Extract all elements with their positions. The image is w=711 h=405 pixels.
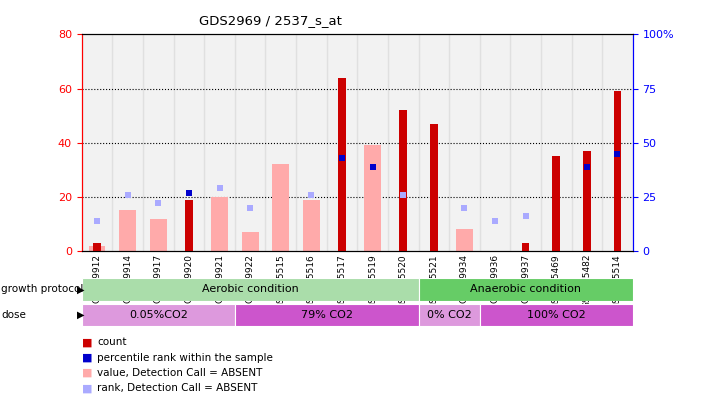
Bar — [541, 34, 572, 251]
Bar — [93, 243, 101, 251]
Bar — [338, 78, 346, 251]
Text: percentile rank within the sample: percentile rank within the sample — [97, 353, 273, 362]
Bar — [419, 304, 480, 326]
Bar — [480, 304, 633, 326]
Text: dose: dose — [1, 310, 26, 320]
Bar — [602, 34, 633, 251]
Text: ■: ■ — [82, 384, 92, 393]
Bar — [583, 151, 591, 251]
Bar — [456, 229, 473, 251]
Bar — [572, 34, 602, 251]
Text: ■: ■ — [82, 337, 92, 347]
Bar — [173, 34, 204, 251]
Bar — [235, 34, 265, 251]
Bar — [150, 219, 166, 251]
Bar — [430, 124, 438, 251]
Text: 0.05%CO2: 0.05%CO2 — [129, 310, 188, 320]
Text: 79% CO2: 79% CO2 — [301, 310, 353, 320]
Bar — [185, 200, 193, 251]
Text: Anaerobic condition: Anaerobic condition — [470, 284, 581, 294]
Bar — [112, 34, 143, 251]
Bar — [357, 34, 388, 251]
Text: ▶: ▶ — [77, 310, 85, 320]
Text: 100% CO2: 100% CO2 — [527, 310, 586, 320]
Bar — [480, 34, 510, 251]
Bar — [419, 34, 449, 251]
Bar — [522, 243, 530, 251]
Bar — [552, 156, 560, 251]
Bar — [265, 34, 296, 251]
Bar — [119, 211, 136, 251]
Text: ▶: ▶ — [77, 284, 85, 294]
Bar — [211, 197, 228, 251]
Bar — [419, 278, 633, 301]
Text: value, Detection Call = ABSENT: value, Detection Call = ABSENT — [97, 368, 263, 378]
Bar — [296, 34, 326, 251]
Bar — [449, 34, 480, 251]
Bar — [303, 200, 320, 251]
Bar — [400, 110, 407, 251]
Text: GDS2969 / 2537_s_at: GDS2969 / 2537_s_at — [199, 14, 341, 27]
Bar — [326, 34, 357, 251]
Bar — [388, 34, 419, 251]
Bar — [82, 34, 112, 251]
Text: ■: ■ — [82, 368, 92, 378]
Bar — [82, 278, 419, 301]
Bar — [510, 34, 541, 251]
Text: ■: ■ — [82, 353, 92, 362]
Bar — [614, 91, 621, 251]
Text: rank, Detection Call = ABSENT: rank, Detection Call = ABSENT — [97, 384, 258, 393]
Bar — [242, 232, 259, 251]
Text: growth protocol: growth protocol — [1, 284, 84, 294]
Text: count: count — [97, 337, 127, 347]
Bar — [364, 145, 381, 251]
Bar — [89, 246, 105, 251]
Text: Aerobic condition: Aerobic condition — [202, 284, 299, 294]
Bar — [143, 34, 173, 251]
Text: 0% CO2: 0% CO2 — [427, 310, 471, 320]
Bar — [235, 304, 419, 326]
Bar — [204, 34, 235, 251]
Bar — [82, 304, 235, 326]
Bar — [272, 164, 289, 251]
